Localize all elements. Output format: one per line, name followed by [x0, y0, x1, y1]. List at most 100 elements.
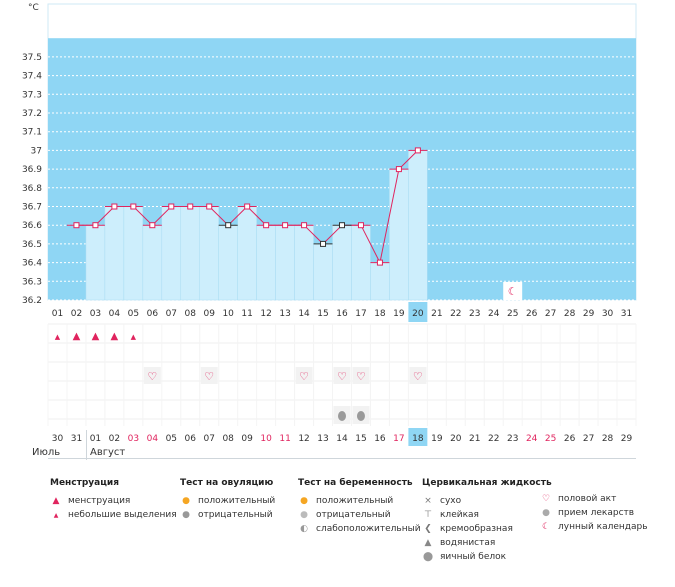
legend-cervical: Цервикальная жидкость × сухо ⊤ клейкая ❮ кр…: [422, 478, 552, 564]
moon-cell: [503, 282, 523, 300]
temperature-point: [376, 259, 383, 266]
temperature-bar: [370, 262, 390, 301]
legend-title: Тест на овуляцию: [180, 478, 274, 488]
cycle-day-label: 22: [488, 434, 499, 444]
x-tick-label: 27: [545, 309, 556, 319]
x-tick-label: 11: [241, 309, 252, 319]
x-tick-label: 22: [450, 309, 461, 319]
today-highlight-top: [408, 302, 428, 322]
cycle-day-label: 10: [260, 434, 272, 444]
temperature-bar: [104, 206, 125, 301]
temperature-point: [339, 222, 345, 229]
legend-item: ▲ водянистая: [422, 536, 552, 550]
heart-cell: [409, 367, 427, 384]
y-tick-label: 37.3: [22, 90, 42, 100]
temperature-bar: [256, 224, 276, 301]
cycle-day-label: 06: [185, 434, 197, 444]
temperature-point: [73, 222, 80, 229]
x-tick-label: 03: [90, 309, 101, 319]
temperature-bar: [218, 224, 238, 301]
y-tick-label: 37: [31, 146, 42, 156]
temperature-bar: [313, 243, 333, 301]
moon-icon: ☾: [508, 285, 518, 298]
legend-item: ▲ менструация: [50, 494, 177, 508]
x-tick-label: 15: [317, 309, 328, 319]
cycle-day-label: 28: [602, 434, 614, 444]
temperature-point: [320, 240, 327, 247]
menstruation-icon: ▲: [55, 333, 61, 341]
month-august: Август: [90, 447, 126, 458]
legend: Менструация ▲ менструация ▲ небольшие выде…: [50, 478, 650, 578]
legend-item: ● отрицательный: [298, 508, 421, 522]
temperature-point: [168, 203, 175, 210]
x-tick-label: 07: [166, 309, 177, 319]
y-tick-label: 37.5: [22, 53, 42, 63]
x-tick-label: 01: [52, 309, 63, 319]
cycle-day-label: 08: [222, 434, 234, 444]
legend-other: ♡ половой акт ● прием лекарств ☾ лунный кал…: [540, 492, 648, 534]
temperature-bar: [180, 206, 200, 301]
temperature-bar: [351, 224, 371, 301]
heart-icon: ♡: [541, 494, 551, 504]
cycle-day-label: 18: [412, 434, 424, 444]
heart-icon: ♡: [204, 370, 214, 383]
x-tick-label: 19: [393, 309, 405, 319]
cycle-day-label: 17: [393, 434, 404, 444]
x-tick-label: 23: [469, 309, 480, 319]
moon-icon: ☾: [541, 522, 551, 532]
watery-icon: ▲: [424, 538, 432, 548]
temperature-bar: [389, 168, 409, 301]
heart-icon: ♡: [356, 370, 366, 383]
cycle-day-label: 16: [374, 434, 386, 444]
cycle-day-label: 04: [147, 434, 159, 444]
temperature-bar: [199, 206, 219, 301]
pregnancy-positive-icon: ●: [300, 496, 308, 506]
temperature-point: [206, 203, 213, 210]
pregnancy-weak-icon: ◐: [300, 524, 308, 534]
egg-white-icon: ⬤: [422, 552, 434, 562]
heart-cell: [352, 367, 370, 384]
month-divider: [86, 430, 87, 460]
cycle-day-label: 26: [564, 434, 576, 444]
menstruation-icon: ▲: [73, 331, 81, 342]
cycle-day-label: 21: [469, 434, 480, 444]
x-tick-label: 29: [583, 309, 595, 319]
ovulation-negative-icon: ●: [182, 510, 190, 520]
legend-item: ♡ половой акт: [541, 494, 617, 504]
temperature-point: [244, 203, 251, 210]
temperature-bar: [408, 150, 428, 301]
temperature-point: [282, 222, 289, 229]
x-tick-label: 20: [412, 309, 424, 319]
cycle-day-label: 31: [71, 434, 82, 444]
cycle-day-label: 13: [317, 434, 328, 444]
legend-item: ⊤ клейкая: [422, 508, 552, 522]
heart-cell: [333, 367, 351, 384]
x-tick-label: 02: [71, 309, 82, 319]
cycle-day-label: 01: [90, 434, 101, 444]
heart-icon: ♡: [147, 370, 157, 383]
legend-item: × сухо: [422, 494, 552, 508]
egg-white-icon: [338, 411, 346, 421]
x-tick-label: 06: [147, 309, 159, 319]
y-tick-label: 36.2: [22, 296, 42, 306]
legend-item: ◐ слабоположительный: [298, 522, 421, 536]
egg-white-icon: [356, 411, 365, 421]
y-tick-label: 37.1: [22, 128, 42, 138]
temperature-point: [149, 222, 156, 229]
x-tick-label: 04: [109, 309, 121, 319]
month-july: Июль: [32, 447, 61, 458]
x-tick-label: 08: [185, 309, 197, 319]
pregnancy-negative-icon: ●: [300, 510, 308, 520]
x-tick-label: 14: [298, 309, 310, 319]
x-tick-label: 24: [488, 309, 500, 319]
menstruation-drop-icon: ▲: [52, 496, 60, 506]
cycle-day-label: 02: [109, 434, 120, 444]
x-tick-label: 26: [526, 309, 538, 319]
sticky-icon: ⊤: [424, 510, 432, 520]
temperature-point: [395, 166, 402, 173]
heart-cell: [200, 367, 218, 384]
x-tick-label: 21: [431, 309, 442, 319]
cycle-day-label: 20: [450, 434, 462, 444]
temperature-point: [263, 222, 270, 229]
heart-icon: ♡: [337, 370, 347, 383]
